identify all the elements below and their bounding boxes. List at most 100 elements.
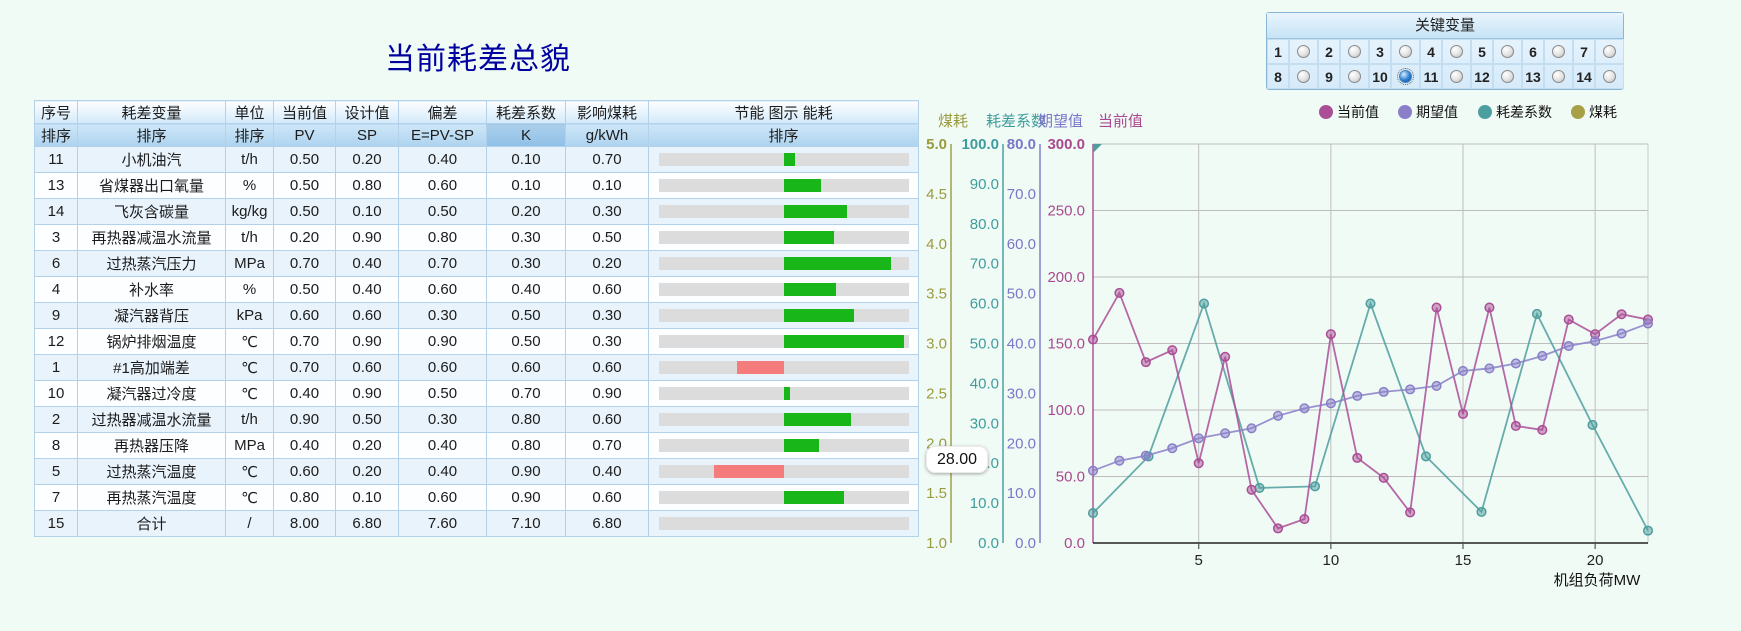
cell-coal: 6.80: [565, 510, 649, 537]
radio-icon-7[interactable]: [1603, 45, 1616, 58]
key-var-radio-cell-8[interactable]: [1289, 64, 1318, 89]
cell-energy-bar: [648, 328, 919, 355]
radio-icon-4[interactable]: [1450, 45, 1463, 58]
cell-seq: 7: [34, 484, 78, 511]
cell-coal: 0.50: [565, 224, 649, 251]
data-point-期望值: [1563, 340, 1574, 352]
cell-e: 0.40: [398, 458, 487, 485]
cell-energy-bar: [648, 432, 919, 459]
key-var-radio-cell-3[interactable]: [1391, 39, 1420, 64]
radio-icon-6[interactable]: [1552, 45, 1565, 58]
consumption-diff-table: 序号 耗差变量 单位 当前值 设计值 偏差 耗差系数 影响煤耗 节能 图示 能耗 排序 排序 排序 PV…: [34, 100, 919, 537]
cell-name: 再热器压降: [77, 432, 226, 459]
cell-e: 0.50: [398, 198, 487, 225]
data-point-耗差系数: [1309, 481, 1321, 492]
key-var-radio-cell-11[interactable]: [1442, 64, 1471, 89]
cell-seq: 13: [34, 172, 78, 199]
cell-pv: 0.80: [273, 484, 336, 511]
radio-icon-14[interactable]: [1603, 70, 1616, 83]
col-subheader-0[interactable]: 排序: [34, 123, 78, 147]
page-title: 当前耗差总貌: [385, 43, 571, 76]
cell-sp: 0.80: [335, 172, 399, 199]
radio-icon-2[interactable]: [1348, 45, 1361, 58]
y-axis-title-3: 当前值: [1098, 113, 1143, 130]
data-point-期望值: [1590, 335, 1601, 347]
cell-k: 0.40: [486, 276, 566, 303]
cell-unit: %: [225, 276, 274, 303]
y-tick-label: 100.0: [1047, 402, 1085, 419]
data-point-当前值: [1537, 424, 1548, 436]
key-var-radio-cell-12[interactable]: [1493, 64, 1522, 89]
cell-energy-bar: [648, 250, 919, 277]
cell-k: 0.20: [486, 198, 566, 225]
cell-coal: 0.30: [565, 328, 649, 355]
cell-pv: 0.70: [273, 250, 336, 277]
cell-k: 0.10: [486, 172, 566, 199]
radio-icon-8[interactable]: [1297, 70, 1310, 83]
key-var-radio-cell-10[interactable]: [1391, 64, 1420, 89]
key-var-radio-cell-7[interactable]: [1595, 39, 1624, 64]
radio-icon-11[interactable]: [1450, 70, 1463, 83]
cell-pv: 0.40: [273, 380, 336, 407]
radio-icon-13[interactable]: [1552, 70, 1565, 83]
key-var-number-8: 8: [1267, 64, 1289, 89]
radio-icon-3[interactable]: [1399, 45, 1412, 58]
cell-seq: 8: [34, 432, 78, 459]
key-var-radio-cell-14[interactable]: [1595, 64, 1624, 89]
cell-seq: 15: [34, 510, 78, 537]
cell-energy-bar: [648, 380, 919, 407]
radio-icon-1[interactable]: [1297, 45, 1310, 58]
y-tick-label: 80.0: [1007, 136, 1036, 153]
key-var-radio-cell-5[interactable]: [1493, 39, 1522, 64]
data-point-耗差系数: [1254, 482, 1265, 493]
radio-icon-10[interactable]: [1397, 68, 1414, 85]
key-variables-panel: 关键变量 1 2 3 4 5 6 7 8 9 10 11 12 13 14: [1266, 12, 1624, 90]
data-point-当前值: [1616, 309, 1627, 320]
data-point-当前值: [1405, 507, 1416, 518]
key-var-radio-cell-6[interactable]: [1544, 39, 1573, 64]
y-tick-label: 300.0: [1047, 136, 1085, 153]
y-tick-label: 60.0: [970, 296, 999, 313]
cell-sp: 0.20: [335, 458, 399, 485]
radio-icon-12[interactable]: [1501, 70, 1514, 83]
data-point-当前值: [1220, 351, 1231, 362]
key-var-number-9: 9: [1318, 64, 1340, 89]
cell-k: 0.80: [486, 406, 566, 433]
data-point-当前值: [1272, 523, 1284, 534]
cell-k: 0.30: [486, 250, 566, 277]
y-tick-label: 2.5: [926, 385, 947, 402]
data-point-耗差系数: [1531, 308, 1543, 320]
radio-icon-9[interactable]: [1348, 70, 1361, 83]
y-tick-label: 50.0: [1007, 286, 1036, 303]
cell-pv: 0.50: [273, 198, 336, 225]
y-tick-label: 1.5: [926, 485, 947, 502]
key-var-radio-cell-4[interactable]: [1442, 39, 1471, 64]
col-subheader-8[interactable]: 排序: [648, 123, 919, 147]
key-var-radio-cell-9[interactable]: [1340, 64, 1369, 89]
legend-item-1[interactable]: 期望值: [1398, 104, 1458, 120]
cell-e: 0.30: [398, 302, 487, 329]
legend-label: 当前值: [1337, 104, 1379, 120]
legend-item-2[interactable]: 耗差系数: [1478, 104, 1552, 120]
data-point-期望值: [1325, 398, 1336, 409]
cell-coal: 0.60: [565, 484, 649, 511]
cell-k: 0.10: [486, 146, 566, 173]
col-subheader-2[interactable]: 排序: [225, 123, 274, 147]
data-point-耗差系数: [1642, 525, 1654, 536]
bar-positive: [783, 309, 854, 322]
col-subheader-1[interactable]: 排序: [77, 123, 226, 147]
y-tick-label: 70.0: [1007, 186, 1036, 203]
cell-pv: 0.90: [273, 406, 336, 433]
key-var-radio-cell-13[interactable]: [1544, 64, 1573, 89]
radio-icon-5[interactable]: [1501, 45, 1514, 58]
cell-unit: ℃: [225, 354, 274, 381]
corner-marker-icon: [1093, 144, 1102, 153]
legend-item-3[interactable]: 煤耗: [1571, 104, 1617, 120]
cell-unit: t/h: [225, 406, 274, 433]
col-header-5: 偏差: [398, 100, 487, 124]
data-point-期望值: [1299, 403, 1310, 414]
key-var-radio-cell-2[interactable]: [1340, 39, 1369, 64]
table-row: 8 再热器压降 MPa 0.40 0.20 0.40 0.80 0.70: [34, 432, 919, 459]
legend-item-0[interactable]: 当前值: [1319, 104, 1379, 120]
key-var-radio-cell-1[interactable]: [1289, 39, 1318, 64]
